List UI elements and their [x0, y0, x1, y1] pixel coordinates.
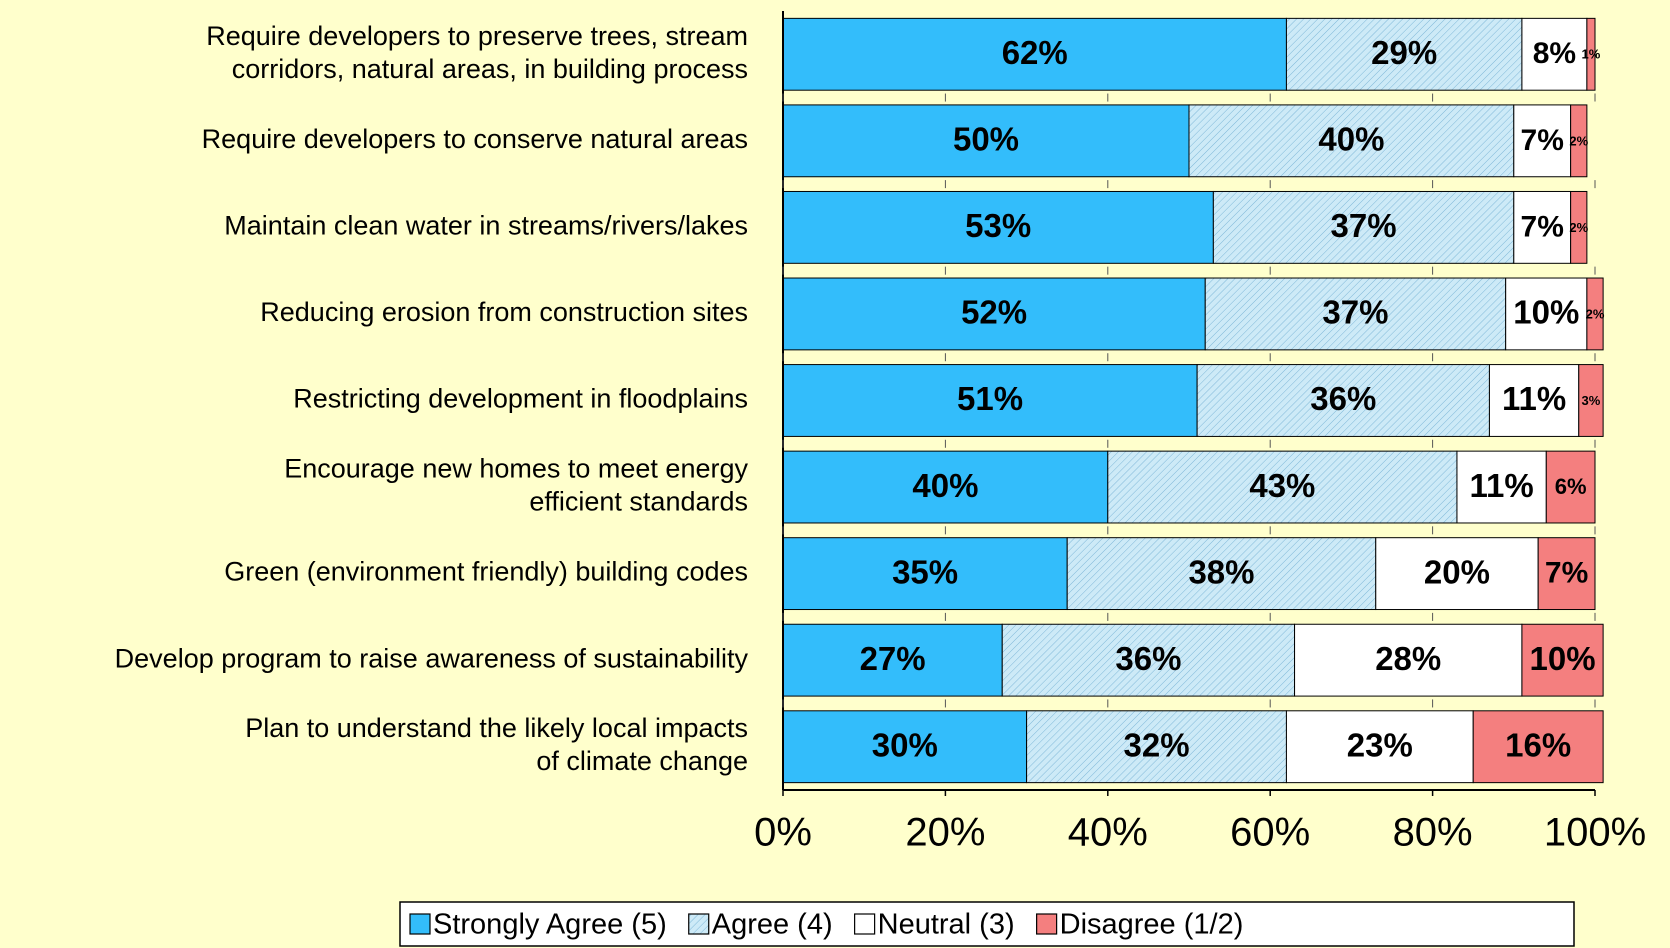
category-label: Reducing erosion from construction sites [260, 297, 748, 327]
data-label: 2% [1569, 220, 1588, 235]
category-label: Encourage new homes to meet energy effici… [284, 454, 748, 517]
bar-segment [1472, 710, 1604, 784]
category-label: Develop program to raise awareness of su… [115, 643, 749, 673]
bar-segment [1513, 104, 1572, 178]
legend-swatch [688, 913, 710, 935]
category-label: Plan to understand the likely local impa… [245, 713, 748, 776]
category-label: Require developers to conserve natural a… [202, 124, 748, 154]
bar-segment [782, 277, 1206, 351]
data-label: 20% [1424, 553, 1490, 590]
legend-swatch [1036, 913, 1058, 935]
data-label: 43% [1249, 467, 1315, 504]
legend: Strongly Agree (5) Agree (4) Neutral (3) Di… [399, 901, 1575, 947]
data-label: 40% [1318, 121, 1384, 158]
legend-label: Agree (4) [712, 909, 833, 941]
data-label: 32% [1123, 726, 1189, 763]
bar-segment [1285, 17, 1523, 91]
bar-segment [782, 537, 1068, 611]
data-label: 30% [872, 726, 938, 763]
bar-segment [1026, 710, 1287, 784]
legend-label: Neutral (3) [878, 909, 1015, 941]
bar-segment [1521, 623, 1604, 697]
bar-segment [1545, 450, 1596, 524]
x-tick-label: 40% [1068, 811, 1148, 855]
data-label: 10% [1529, 640, 1595, 677]
data-label: 35% [892, 553, 958, 590]
data-label: 2% [1586, 306, 1605, 321]
bar-segment [1537, 537, 1596, 611]
bar-segment [1456, 450, 1547, 524]
bar-segment [782, 623, 1003, 697]
bar-segment [782, 364, 1198, 437]
x-tick-label: 60% [1230, 811, 1310, 855]
data-label: 3% [1582, 393, 1601, 408]
bar-segment [1188, 104, 1515, 178]
data-label: 7% [1521, 210, 1564, 243]
legend-box [399, 901, 1575, 947]
data-label: 7% [1545, 557, 1588, 590]
data-label: 11% [1470, 467, 1534, 504]
legend-swatch [409, 913, 431, 935]
bar-segment [1066, 537, 1377, 611]
data-label: 36% [1115, 640, 1181, 677]
bar-segment [1586, 17, 1596, 91]
data-label: 10% [1513, 294, 1579, 331]
bar-segment [1578, 364, 1604, 437]
data-label: 50% [953, 121, 1019, 158]
bar-segment [1513, 190, 1572, 264]
category-label: Green (environment friendly) building co… [224, 557, 748, 587]
bar-segment [1488, 364, 1580, 437]
legend-swatch [854, 913, 876, 935]
bar-segment [782, 450, 1109, 524]
bar-segment [1570, 104, 1588, 178]
data-label: 1% [1582, 47, 1601, 62]
bar-segment [1285, 710, 1474, 784]
bar-segment [1294, 623, 1523, 697]
data-label: 36% [1310, 380, 1376, 417]
bar-segment [1375, 537, 1539, 611]
x-tick-label: 80% [1393, 811, 1473, 855]
data-label: 11% [1502, 380, 1566, 417]
legend-label: Strongly Agree (5) [433, 909, 667, 941]
data-label: 6% [1555, 474, 1587, 499]
data-label: 2% [1569, 133, 1588, 148]
data-label: 53% [965, 207, 1031, 244]
bar-segment [782, 710, 1028, 784]
data-label: 28% [1375, 640, 1441, 677]
data-label: 16% [1505, 726, 1571, 763]
bar-segment [1196, 364, 1490, 437]
data-label: 23% [1347, 726, 1413, 763]
data-label: 62% [1002, 34, 1068, 71]
bar-segment [1505, 277, 1588, 351]
x-tick-label: 0% [754, 811, 812, 855]
bar-segment [1204, 277, 1507, 351]
bar-segment [1570, 190, 1588, 264]
category-label: Require developers to preserve trees, st… [206, 21, 748, 84]
data-label: 8% [1533, 37, 1576, 70]
x-tick-label: 100% [1544, 811, 1646, 855]
bar-segment [782, 104, 1190, 178]
data-label: 29% [1371, 34, 1437, 71]
bar-segment [1586, 277, 1604, 351]
data-label: 37% [1331, 207, 1397, 244]
bar-segment [782, 190, 1214, 264]
bar-segment [1212, 190, 1515, 264]
data-label: 37% [1322, 294, 1388, 331]
legend-label: Disagree (1/2) [1060, 909, 1244, 941]
category-label: Maintain clean water in streams/rivers/l… [224, 211, 748, 241]
x-tick-label: 20% [905, 811, 985, 855]
bar-segment [1107, 450, 1458, 524]
data-label: 38% [1188, 553, 1254, 590]
data-label: 40% [912, 467, 978, 504]
bar-segment [1001, 623, 1296, 697]
category-label: Restricting development in floodplains [293, 384, 748, 414]
bar-segment [1521, 17, 1588, 91]
data-label: 7% [1521, 124, 1564, 157]
data-label: 27% [860, 640, 926, 677]
data-label: 51% [957, 380, 1023, 417]
data-label: 52% [961, 294, 1027, 331]
